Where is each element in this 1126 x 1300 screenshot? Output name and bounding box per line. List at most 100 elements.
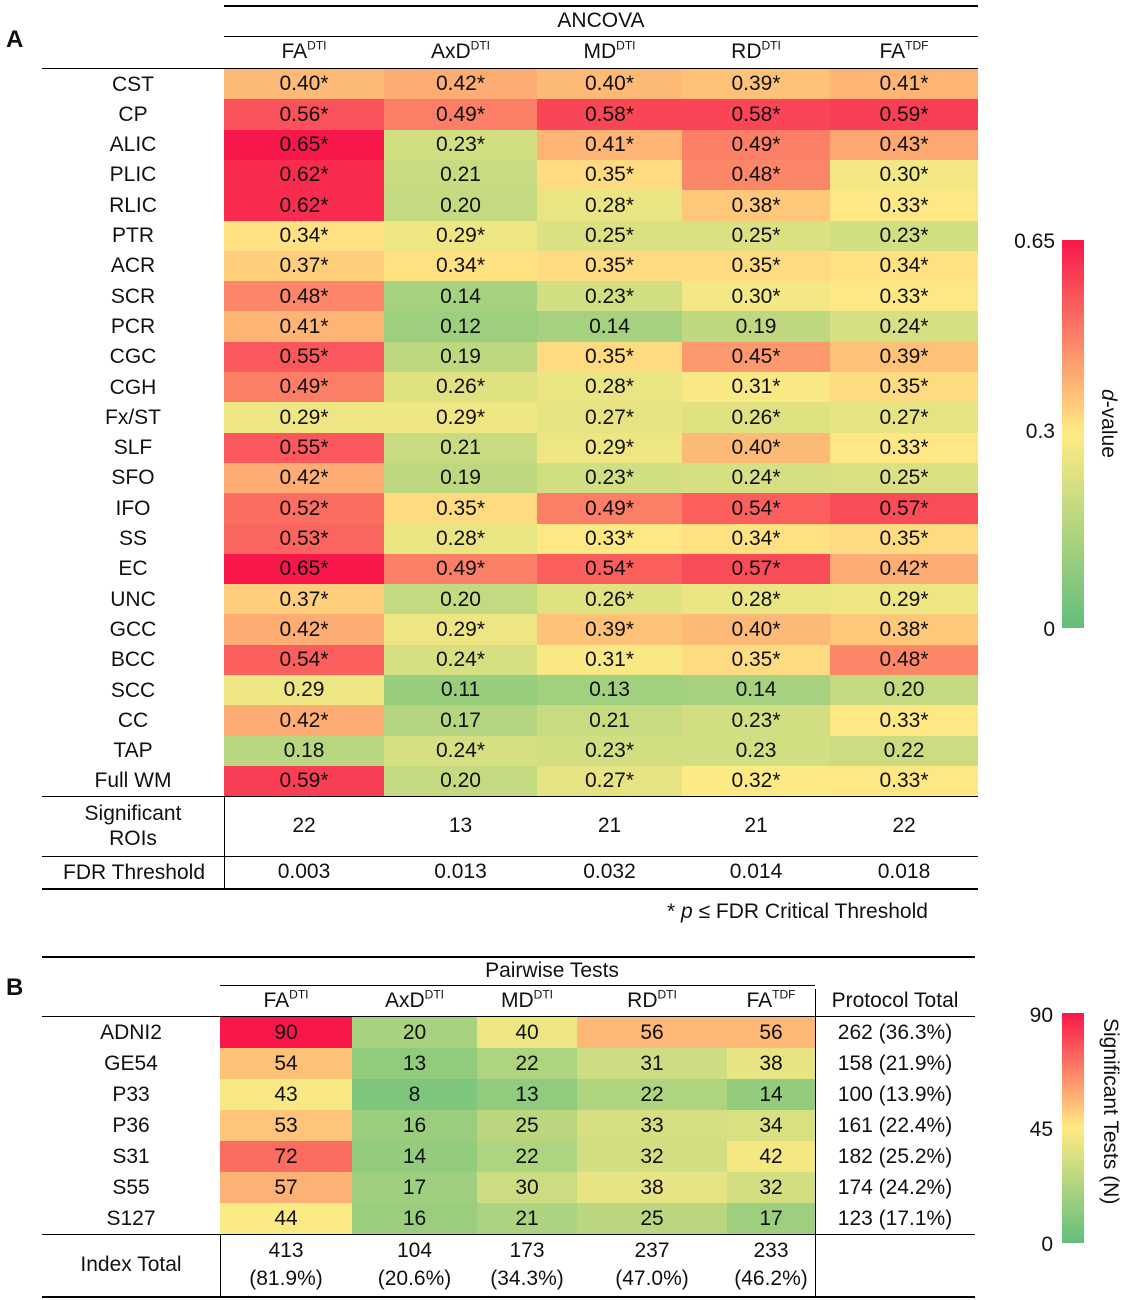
ancova-cell: 0.58* [682,99,830,131]
ancova-cell: 0.48* [682,159,830,191]
ancova-col-header-1-sup: DTI [470,38,491,53]
ancova-col-header-4-sup: TDF [905,38,929,53]
pairwise-col-header-2-base: MD [500,989,534,1012]
ancova-cell: 0.23* [830,220,978,252]
pairwise-cell: 33 [577,1110,727,1142]
pairwise-row-label: P36 [112,1113,150,1137]
ancova-col-header-2: MDDTI [537,40,682,64]
ancova-col-header-0-sup: DTI [307,38,327,53]
ancova-cell: 0.49* [224,372,384,403]
ancova-cell: 0.65* [224,129,384,161]
index-total-percent: (34.3%) [490,1267,564,1290]
ancova-cell: 0.42* [224,614,384,646]
ancova-cell: 0.24* [384,644,537,676]
ancova-row-label: PLIC [109,163,157,187]
ancova-top-rule [224,5,978,7]
ancova-cell: 0.27* [537,402,682,434]
ancova-cell: 0.42* [384,69,537,100]
pairwise-bottom-rule [42,1296,975,1298]
ancova-cell: 0.21 [537,705,682,737]
ancova-cell: 0.35* [830,523,978,555]
pairwise-col-header-3-base: RD [627,989,658,1012]
ancova-cell: 0.55* [224,341,384,373]
pairwise-cell: 25 [477,1110,577,1142]
ancova-cell: 0.57* [830,493,978,525]
ancova-col-header-2-base: MD [583,40,617,63]
ancova-cell: 0.14 [384,281,537,312]
ancova-cell: 0.33* [537,523,682,555]
index-total-count: 233 [753,1238,789,1262]
ancova-cell: 0.30* [682,281,830,312]
index-total-count: 173 [509,1238,545,1262]
ancova-cell: 0.33* [830,765,978,797]
ancova-cell: 0.13 [537,675,682,706]
ancova-row-label: ALIC [109,133,157,157]
ancova-cell: 0.20 [384,765,537,797]
ancova-cell: 0.27* [830,402,978,434]
index-total-percent: (47.0%) [615,1267,689,1290]
ancova-cell: 0.11 [384,675,537,706]
pairwise-cell: 20 [352,1017,477,1049]
ancova-colorbar-tick: 0.3 [1025,420,1055,443]
ancova-cell: 0.40* [682,432,830,464]
pairwise-cell: 17 [727,1203,815,1235]
ancova-row-label: Full WM [94,769,172,793]
ancova-cell: 0.62* [224,159,384,191]
pairwise-row-label: ADNI2 [100,1020,162,1044]
ancova-cell: 0.23* [537,735,682,767]
ancova-colorbar-tick: 0.65 [1014,230,1055,253]
index-total-value: 413 (81.9%) [220,1234,352,1296]
ancova-cell: 0.40* [537,69,682,100]
ancova-cell: 0.29* [830,584,978,615]
pairwise-body-rule [42,1234,975,1235]
pairwise-subtitle-rule [220,985,815,986]
pairwise-cell: 13 [477,1079,577,1111]
ancova-cell: 0.62* [224,190,384,222]
ancova-col-header-3: RDDTI [682,40,830,64]
ancova-row-label: SCC [110,678,156,702]
ancova-header-rule [42,68,978,69]
pairwise-title: Pairwise Tests [485,959,619,982]
ancova-cell: 0.59* [830,99,978,131]
pairwise-cell: 16 [352,1203,477,1235]
significant-rois-label: Significant ROIs [42,796,224,856]
ancova-cell: 0.39* [537,614,682,646]
ancova-cell: 0.25* [830,462,978,494]
footnote-text: ≤ FDR Critical Threshold [698,900,928,923]
ancova-cell: 0.42* [224,462,384,494]
pairwise-cell: 54 [220,1048,352,1080]
ancova-cell: 0.29* [537,432,682,464]
pairwise-colorbar-tick: 0 [1041,1233,1053,1256]
ancova-row-label: CGH [109,375,157,399]
ancova-cell: 0.28* [537,372,682,403]
ancova-cell: 0.28* [384,523,537,555]
index-total-count: 237 [634,1238,670,1262]
ancova-cell: 0.54* [537,553,682,585]
pairwise-col-header-2: MDDTI [477,989,577,1013]
pairwise-cell: 42 [727,1141,815,1173]
footnote-p: p [681,900,693,923]
ancova-col-header-1: AxDDTI [384,40,537,64]
ancova-cell: 0.35* [830,372,978,403]
ancova-cell: 0.26* [537,584,682,615]
index-total-label: Index Total [80,1253,182,1277]
ancova-subtitle-rule [224,36,978,37]
ancova-cell: 0.33* [830,281,978,312]
ancova-col-header-3-sup: DTI [761,38,781,53]
protocol-total-header: Protocol Total [831,989,959,1012]
pairwise-cell: 8 [352,1079,477,1111]
ancova-cell: 0.40* [682,614,830,646]
pairwise-header-rule [42,1016,975,1017]
ancova-cell: 0.19 [384,341,537,373]
pairwise-cell: 40 [477,1017,577,1049]
ancova-cell: 0.31* [537,644,682,676]
ancova-cell: 0.19 [384,462,537,494]
ancova-cell: 0.30* [830,159,978,191]
significant-rois-value: 22 [292,814,316,838]
ancova-cell: 0.24* [830,311,978,343]
pairwise-row-label: S127 [106,1206,156,1230]
protocol-total-value: 174 (24.2%) [837,1175,953,1199]
ancova-cell: 0.20 [830,675,978,706]
index-total-percent: (46.2%) [734,1267,808,1290]
ancova-cell: 0.40* [224,69,384,100]
